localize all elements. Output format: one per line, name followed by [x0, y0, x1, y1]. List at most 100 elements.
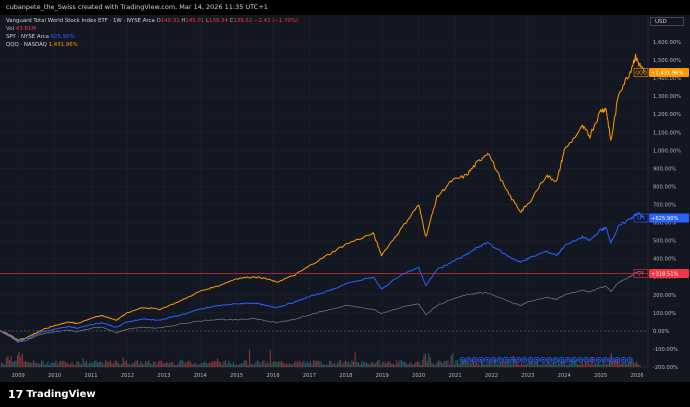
event-marker-icon[interactable]	[484, 356, 491, 363]
volume-bar	[260, 364, 262, 367]
volume-bar	[253, 364, 255, 367]
volume-bar	[551, 362, 553, 367]
volume-bar	[197, 364, 199, 367]
volume-bar	[554, 362, 556, 367]
event-marker-dot-icon	[486, 358, 489, 361]
volume-bar	[565, 364, 567, 367]
branding-footer: 17 TradingView	[0, 382, 690, 407]
volume-bar	[637, 364, 639, 367]
volume-bar	[359, 364, 361, 367]
volume-bar	[511, 364, 513, 367]
volume-bar	[485, 363, 487, 367]
event-marker-icon[interactable]	[521, 356, 528, 363]
series-line-spy	[0, 212, 645, 342]
volume-bar	[217, 358, 219, 367]
volume-bar	[199, 364, 201, 367]
chart-canvas[interactable]: -200.00%-100.00%0.00%100.00%200.00%300.0…	[0, 15, 690, 382]
volume-bar	[567, 364, 569, 367]
event-marker-icon[interactable]	[558, 356, 565, 363]
volume-bar	[89, 362, 91, 367]
volume-bar	[135, 360, 137, 367]
event-marker-icon[interactable]	[515, 356, 522, 363]
volume-bar	[239, 363, 241, 367]
volume-bar	[506, 360, 508, 367]
volume-bar	[543, 361, 545, 367]
event-marker-icon[interactable]	[564, 356, 571, 363]
legend-qqq-label: QQQ · NASDAQ	[6, 42, 47, 48]
volume-bar	[73, 364, 75, 367]
volume-bar	[306, 361, 308, 367]
volume-bar	[381, 362, 383, 367]
event-marker-icon[interactable]	[614, 356, 621, 363]
volume-bar	[389, 362, 391, 367]
event-marker-icon[interactable]	[459, 356, 466, 363]
x-tick-label: 2024	[558, 373, 572, 379]
event-marker-icon[interactable]	[552, 356, 559, 363]
volume-bar	[204, 361, 206, 367]
x-tick-label: 2018	[339, 373, 352, 379]
volume-bar	[287, 364, 289, 367]
event-marker-icon[interactable]	[533, 356, 540, 363]
event-marker-icon[interactable]	[496, 356, 503, 363]
volume-bar	[537, 361, 539, 367]
event-marker-icon[interactable]	[589, 356, 596, 363]
volume-bar	[188, 360, 190, 367]
volume-bar	[252, 364, 254, 367]
volume-bar	[196, 364, 198, 367]
series-last-value-vt: +318.51%	[651, 271, 678, 277]
event-marker-icon[interactable]	[620, 356, 627, 363]
event-marker-icon[interactable]	[478, 356, 484, 363]
volume-bar	[601, 364, 603, 367]
y-tick-label: 1,600.00%	[653, 40, 681, 46]
volume-bar	[612, 360, 614, 367]
event-marker-icon[interactable]	[608, 356, 615, 363]
event-marker-icon[interactable]	[502, 356, 509, 363]
event-marker-icon[interactable]	[527, 356, 534, 363]
volume-bar	[169, 363, 171, 367]
volume-bar	[580, 364, 582, 367]
event-marker-icon[interactable]	[490, 356, 497, 363]
volume-bar	[581, 361, 583, 367]
event-marker-dot-icon	[492, 358, 495, 361]
event-marker-icon[interactable]	[540, 356, 546, 363]
event-marker-dot-icon	[548, 358, 551, 361]
volume-bar	[629, 361, 631, 367]
volume-bar	[137, 360, 139, 367]
volume-bar	[65, 362, 67, 367]
volume-bar	[410, 362, 412, 367]
volume-bar	[564, 361, 566, 367]
volume-bar	[322, 364, 324, 367]
volume-bar	[439, 360, 441, 367]
x-tick-label: 2019	[376, 373, 389, 379]
volume-bar	[282, 362, 284, 367]
event-marker-icon[interactable]	[602, 356, 608, 363]
volume-bar	[487, 363, 489, 367]
volume-bar	[93, 361, 95, 367]
volume-bar	[609, 360, 611, 367]
volume-bar	[396, 360, 398, 367]
event-marker-icon[interactable]	[571, 356, 577, 363]
event-marker-icon[interactable]	[595, 356, 602, 363]
volume-bar	[327, 364, 329, 367]
event-marker-dot-icon	[597, 358, 600, 361]
event-marker-icon[interactable]	[577, 356, 584, 363]
y-tick-label: 500.00%	[653, 239, 676, 245]
event-marker-icon[interactable]	[626, 356, 633, 363]
event-marker-icon[interactable]	[471, 356, 478, 363]
volume-bar	[633, 361, 635, 367]
volume-bar	[484, 364, 486, 367]
volume-bar	[457, 360, 459, 367]
volume-bar	[170, 362, 172, 367]
currency-selector[interactable]: USD	[650, 17, 684, 26]
x-tick-label: 2010	[48, 373, 61, 379]
volume-bar	[621, 362, 623, 367]
event-marker-icon[interactable]	[509, 356, 515, 363]
event-marker-icon[interactable]	[583, 356, 590, 363]
volume-bar	[529, 362, 531, 367]
chart-frame[interactable]: -200.00%-100.00%0.00%100.00%200.00%300.0…	[0, 15, 690, 382]
volume-bar	[325, 364, 327, 367]
volume-bar	[397, 362, 399, 367]
event-marker-icon[interactable]	[546, 356, 553, 363]
event-marker-icon[interactable]	[465, 356, 472, 363]
event-marker-dot-icon	[579, 358, 582, 361]
